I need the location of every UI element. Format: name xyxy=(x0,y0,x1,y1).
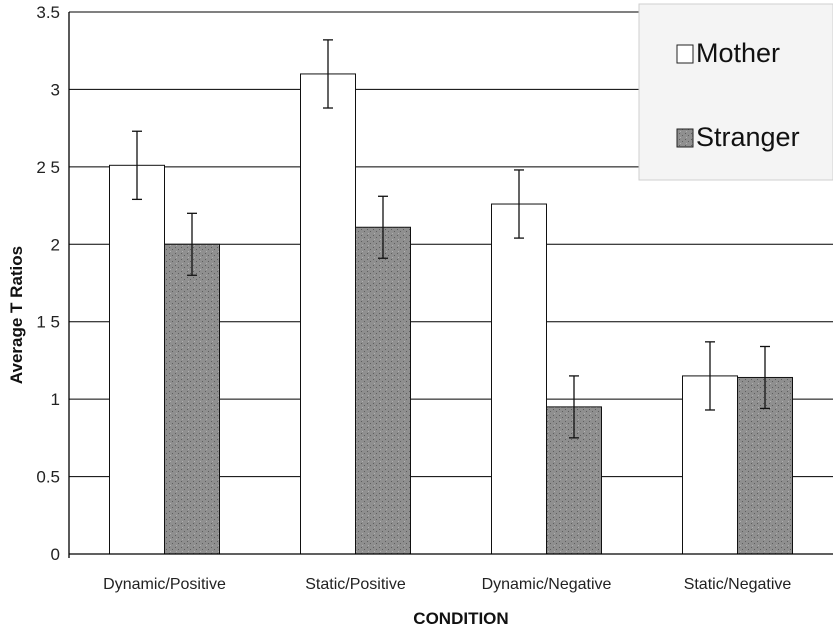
stranger-bar xyxy=(164,243,220,555)
stranger-bar xyxy=(737,376,793,555)
y-tick-label: 0.5 xyxy=(36,468,60,487)
legend: Mother Stranger xyxy=(638,3,833,181)
x-category-labels: Dynamic/Positive Static/Positive Dynamic/N… xyxy=(103,576,791,593)
y-tick-label: 2 5 xyxy=(36,158,60,177)
y-tick-label: 1 5 xyxy=(36,313,60,332)
y-tick-label: 3 xyxy=(51,80,60,99)
legend-swatch-mother xyxy=(676,44,694,64)
error-bar xyxy=(705,341,715,411)
mother-bar xyxy=(109,164,165,555)
mother-bar xyxy=(300,73,356,555)
y-axis-title: Average T Ratios xyxy=(7,246,26,384)
x-category-label: Dynamic/Positive xyxy=(103,576,226,593)
legend-box xyxy=(638,3,833,181)
y-tick-labels: 0 0.5 1 1 5 2 2 5 3 3.5 xyxy=(36,3,60,564)
error-bar xyxy=(323,39,333,109)
x-axis-title: CONDITION xyxy=(413,609,508,628)
y-tick-label: 2 xyxy=(51,235,60,254)
error-bar xyxy=(569,375,579,439)
error-bar xyxy=(187,212,197,276)
bars xyxy=(109,73,793,555)
legend-label: Mother xyxy=(696,38,780,68)
y-tick-label: 3.5 xyxy=(36,3,60,22)
legend-swatch-stranger xyxy=(676,128,694,148)
mother-bar xyxy=(491,203,547,555)
legend-label: Stranger xyxy=(696,122,800,152)
error-bar xyxy=(760,345,770,410)
error-bar xyxy=(132,130,142,201)
y-tick-label: 0 xyxy=(51,545,60,564)
stranger-bar xyxy=(355,226,411,555)
y-tick-label: 1 xyxy=(51,390,60,409)
axes xyxy=(68,12,833,558)
error-bars xyxy=(132,39,770,439)
x-category-label: Dynamic/Negative xyxy=(482,576,612,593)
x-category-label: Static/Negative xyxy=(684,576,792,593)
error-bar xyxy=(514,169,524,239)
x-category-label: Static/Positive xyxy=(305,576,406,593)
error-bar xyxy=(378,195,388,259)
